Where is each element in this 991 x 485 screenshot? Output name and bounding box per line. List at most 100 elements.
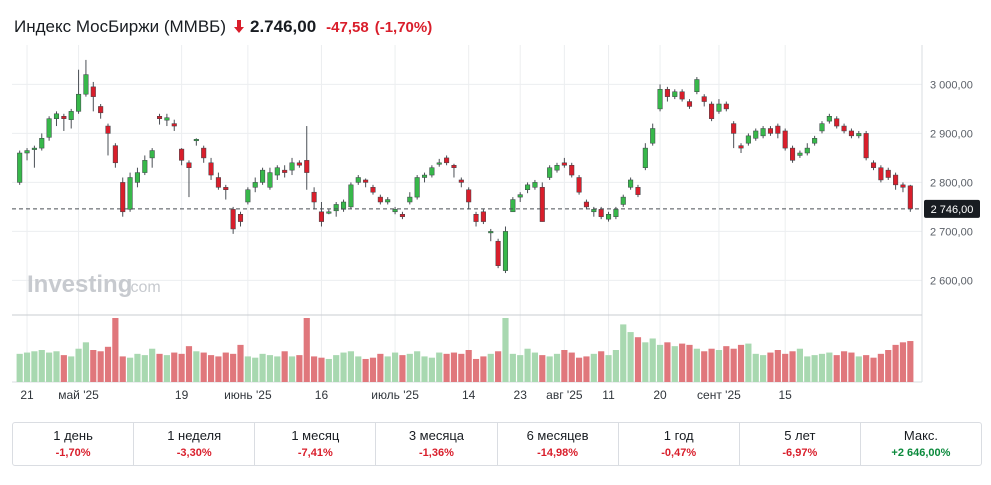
candle-body — [775, 125, 781, 134]
candle — [282, 165, 288, 178]
candle — [429, 165, 435, 178]
volume-bar — [443, 353, 450, 382]
volume-bar — [730, 348, 737, 382]
x-tick-label: 19 — [175, 388, 189, 402]
candle — [510, 197, 516, 213]
candle — [856, 130, 862, 139]
volume-bar — [31, 351, 38, 382]
volume-bar — [546, 356, 553, 382]
volume-bar — [119, 356, 126, 382]
period-item[interactable]: 1 неделя -3,30% — [134, 423, 256, 465]
candle — [657, 84, 663, 112]
volume-bar — [134, 353, 141, 382]
candle — [679, 89, 685, 102]
candle-body — [68, 111, 74, 120]
candle — [179, 148, 185, 166]
volume-bar — [75, 348, 82, 382]
candle-body — [863, 133, 869, 159]
candle-body — [407, 196, 413, 203]
candle-body — [458, 179, 464, 183]
candle-body — [142, 160, 148, 173]
price-change-percent: (-1,70%) — [374, 18, 433, 36]
candle-body — [444, 157, 450, 164]
candle-body — [466, 189, 472, 203]
candle-body — [392, 209, 398, 213]
candles — [17, 59, 913, 274]
volume-bar — [414, 351, 421, 382]
candle — [569, 162, 575, 178]
candle — [208, 157, 214, 180]
candle-body — [311, 191, 317, 203]
current-price-label-bg — [924, 199, 980, 218]
period-item[interactable]: 6 месяцев -14,98% — [498, 423, 619, 465]
volume-bar — [90, 350, 97, 382]
candle-body — [61, 116, 67, 119]
x-tick-label: 21 — [20, 388, 34, 402]
candle-body — [907, 185, 913, 210]
candle-body — [282, 169, 288, 173]
candle — [385, 197, 391, 205]
volume-bar — [848, 352, 855, 382]
grid-lines — [12, 45, 923, 383]
candle-body — [900, 184, 906, 188]
period-change: -3,30% — [176, 446, 212, 459]
period-item[interactable]: 1 день -1,70% — [13, 423, 135, 465]
candle-body — [679, 91, 685, 100]
volume-bar — [679, 343, 686, 382]
candle-body — [716, 103, 722, 112]
candle — [436, 158, 442, 167]
volume-bar — [877, 353, 884, 382]
volume-bar — [384, 356, 391, 382]
candle-body — [782, 130, 788, 149]
y-axis: 2 600,00 2 700,00 2 800,00 2 900,00 3 000,00 — [930, 79, 973, 287]
candle — [341, 199, 347, 212]
x-tick-label: 15 — [779, 388, 793, 402]
candle-body — [738, 145, 744, 149]
candle — [407, 192, 413, 205]
candle — [289, 157, 295, 176]
volume-bar — [325, 358, 332, 382]
candle-body — [694, 79, 700, 92]
period-item[interactable]: 1 месяц -7,41% — [255, 423, 377, 465]
period-item[interactable]: 3 месяца -1,36% — [376, 423, 498, 465]
candle — [760, 126, 766, 139]
candle-body — [39, 138, 45, 149]
candle-body — [289, 162, 295, 171]
candle — [466, 187, 472, 210]
candle — [819, 121, 825, 134]
candle-body — [429, 167, 435, 176]
candle — [812, 135, 818, 146]
candle — [46, 116, 52, 141]
candle — [98, 104, 104, 119]
candle — [797, 150, 803, 158]
y-tick-label: 3 000,00 — [930, 79, 973, 91]
candle-body — [591, 209, 597, 213]
period-item[interactable]: 5 лет -6,97% — [740, 423, 861, 465]
candle — [39, 133, 45, 151]
candlestick-chart[interactable]: Investing .com 2 746,00 2 600,00 2 700,00… — [0, 0, 991, 420]
volume-bar — [745, 343, 752, 382]
candle-body — [539, 187, 545, 222]
period-label: 1 год — [663, 427, 694, 443]
candle-body — [525, 184, 531, 191]
candle-body — [797, 152, 803, 156]
volume-bar — [664, 342, 671, 382]
candle — [870, 160, 877, 171]
candle-body — [701, 96, 707, 102]
period-item[interactable]: Макс. +2 646,00% — [861, 423, 981, 465]
volume-bar — [752, 353, 759, 382]
y-tick-label: 2 900,00 — [930, 128, 973, 140]
period-item[interactable]: 1 год -0,47% — [619, 423, 740, 465]
volume-bar — [818, 353, 826, 382]
candle-body — [355, 177, 361, 183]
candle — [488, 228, 494, 242]
candle-body — [318, 211, 324, 222]
candle — [215, 172, 221, 190]
candle — [664, 86, 670, 102]
candle-body — [399, 214, 405, 217]
candle — [672, 89, 678, 100]
volume-bar — [421, 356, 428, 382]
volume-bar — [686, 344, 693, 382]
candle — [223, 184, 229, 200]
candle — [782, 128, 788, 151]
